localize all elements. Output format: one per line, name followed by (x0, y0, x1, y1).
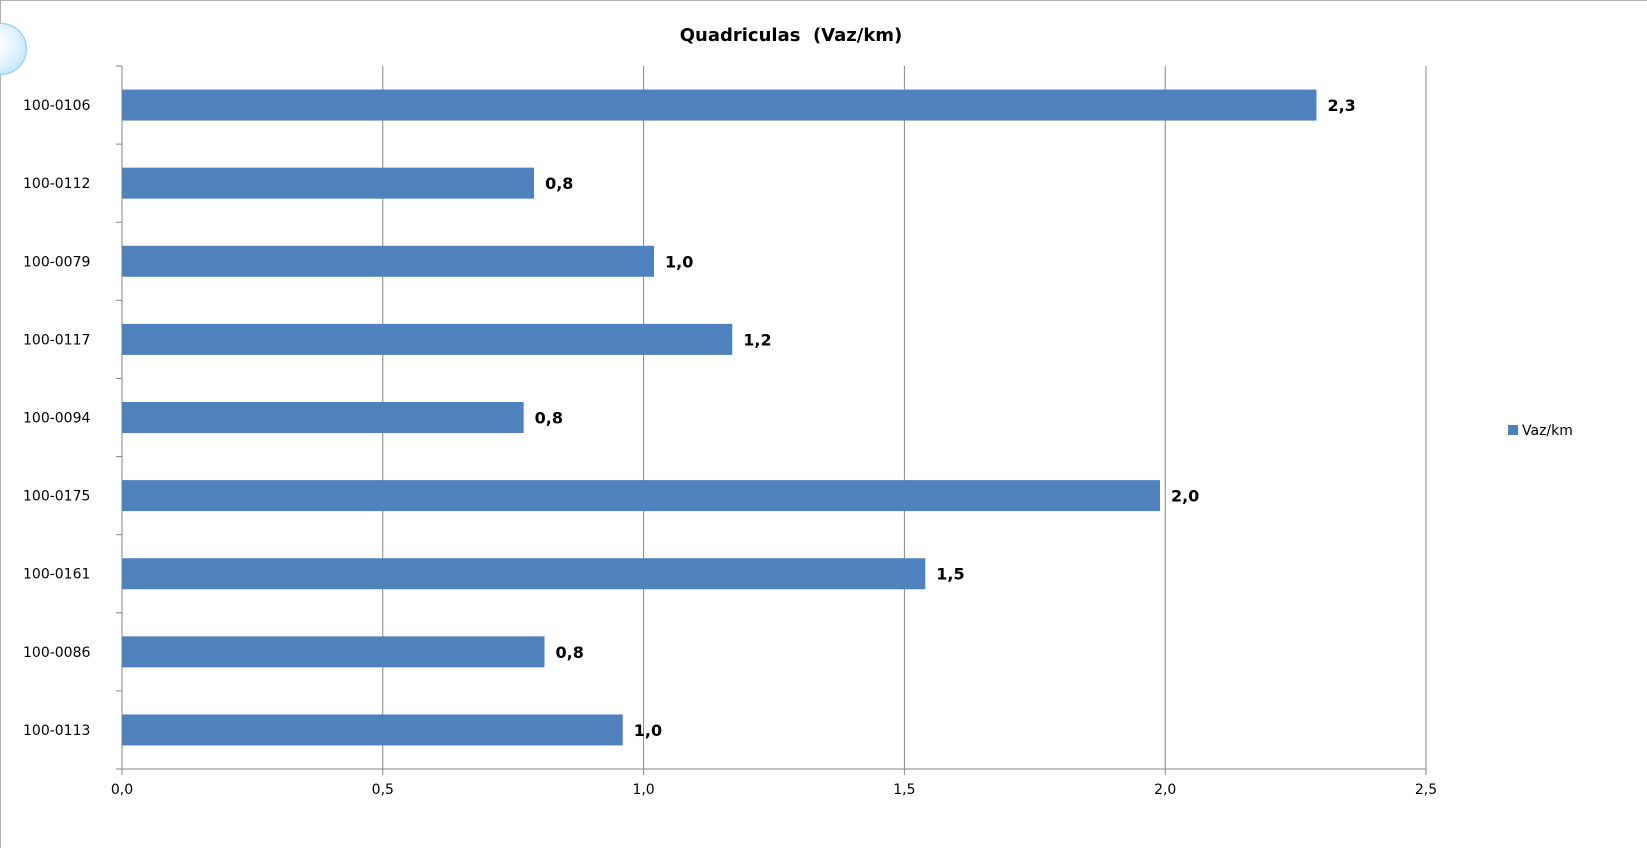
bars (122, 89, 1317, 746)
legend: Vaz/km (1508, 423, 1573, 439)
x-tick-label: 0,5 (372, 782, 394, 798)
y-category-label: 100-0175 (23, 489, 90, 505)
labels: 0,0 0,5 1,0 1,5 2,0 2,5 100-0106 2,3 100-0112 0,8… (23, 96, 1437, 798)
bar (122, 402, 524, 433)
y-category-label: 100-0086 (23, 645, 90, 661)
bar (122, 245, 655, 277)
data-label: 1,0 (665, 252, 693, 271)
legend-swatch (1508, 425, 1518, 435)
data-label: 1,2 (743, 330, 771, 349)
y-category-label: 100-0094 (23, 411, 90, 427)
bar (122, 558, 926, 590)
bar (122, 714, 623, 746)
data-label: 1,5 (936, 565, 964, 584)
x-tick-label: 1,5 (893, 782, 915, 798)
y-category-label: 100-0161 (23, 567, 90, 583)
data-label: 2,3 (1327, 96, 1355, 115)
bar (122, 89, 1317, 121)
data-label: 2,0 (1171, 487, 1199, 506)
y-category-label: 100-0117 (23, 332, 90, 348)
x-tick-label: 2,5 (1415, 782, 1437, 798)
data-label: 0,8 (555, 643, 583, 662)
data-label: 0,8 (545, 174, 573, 193)
y-category-label: 100-0113 (23, 723, 90, 739)
bar (122, 167, 535, 199)
y-category-label: 100-0112 (23, 176, 90, 192)
bar (122, 636, 545, 668)
bar (122, 480, 1160, 512)
data-label: 0,8 (535, 409, 563, 428)
chart-title: Quadriculas (Vaz/km) (680, 25, 903, 46)
x-tick-label: 0,0 (111, 782, 133, 798)
data-label: 1,0 (634, 721, 662, 740)
x-tick-label: 2,0 (1154, 782, 1176, 798)
y-category-label: 100-0079 (23, 254, 90, 270)
bar (122, 323, 733, 355)
y-category-label: 100-0106 (23, 98, 90, 114)
x-tick-label: 1,0 (632, 782, 654, 798)
legend-entry: Vaz/km (1522, 423, 1573, 439)
